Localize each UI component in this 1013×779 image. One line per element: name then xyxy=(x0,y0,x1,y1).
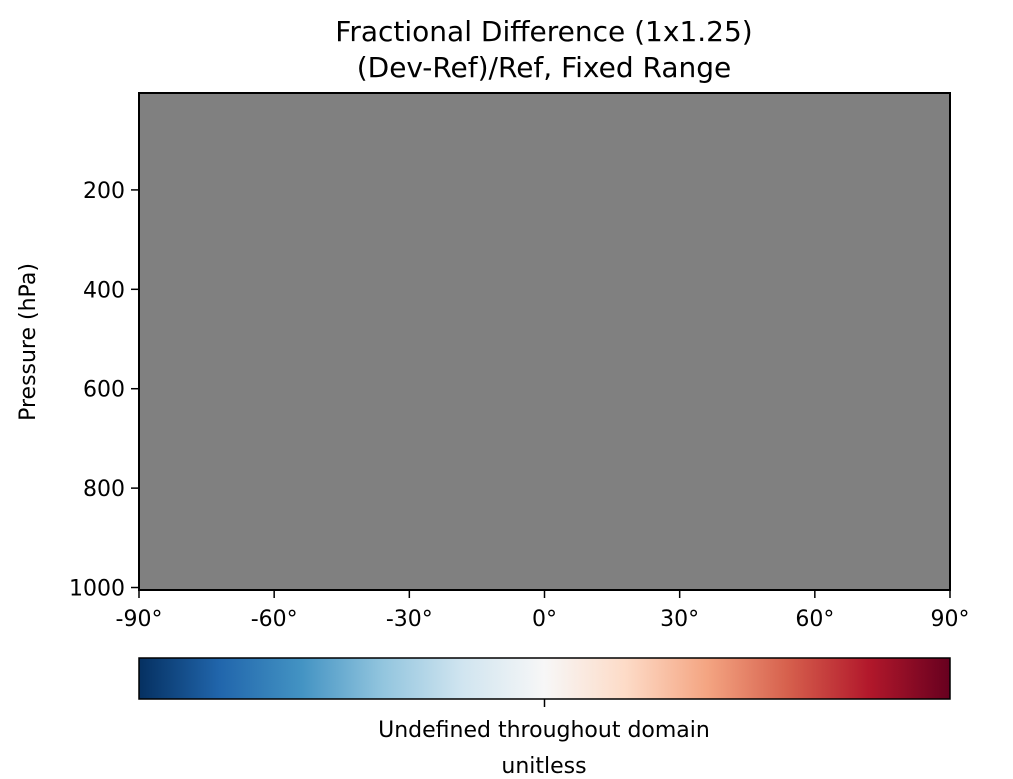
y-axis-label: Pressure (hPa) xyxy=(16,263,41,421)
y-tick-label: 600 xyxy=(83,378,125,403)
x-axis: -90° -60° -30° 0° 30° 60° 90° xyxy=(116,590,970,632)
colorbar-label: Undefined throughout domain xyxy=(378,718,710,743)
colorbar-units: unitless xyxy=(501,754,586,779)
y-axis: 200 400 600 800 1000 xyxy=(69,179,139,602)
x-tick-label: 90° xyxy=(931,607,970,632)
data-field xyxy=(139,93,950,590)
x-tick-label: -60° xyxy=(251,607,298,632)
chart-title: Fractional Difference (1x1.25) xyxy=(335,15,752,48)
x-tick-label: 0° xyxy=(532,607,557,632)
y-tick-label: 200 xyxy=(83,179,125,204)
colorbar xyxy=(138,657,951,700)
y-tick-label: 1000 xyxy=(69,577,125,602)
x-tick-label: -30° xyxy=(386,607,433,632)
chart-subtitle: (Dev-Ref)/Ref, Fixed Range xyxy=(357,51,732,84)
x-tick-label: -90° xyxy=(116,607,163,632)
y-tick-label: 800 xyxy=(83,477,125,502)
y-tick-label: 400 xyxy=(83,278,125,303)
x-tick-label: 30° xyxy=(660,607,699,632)
x-tick-label: 60° xyxy=(795,607,834,632)
